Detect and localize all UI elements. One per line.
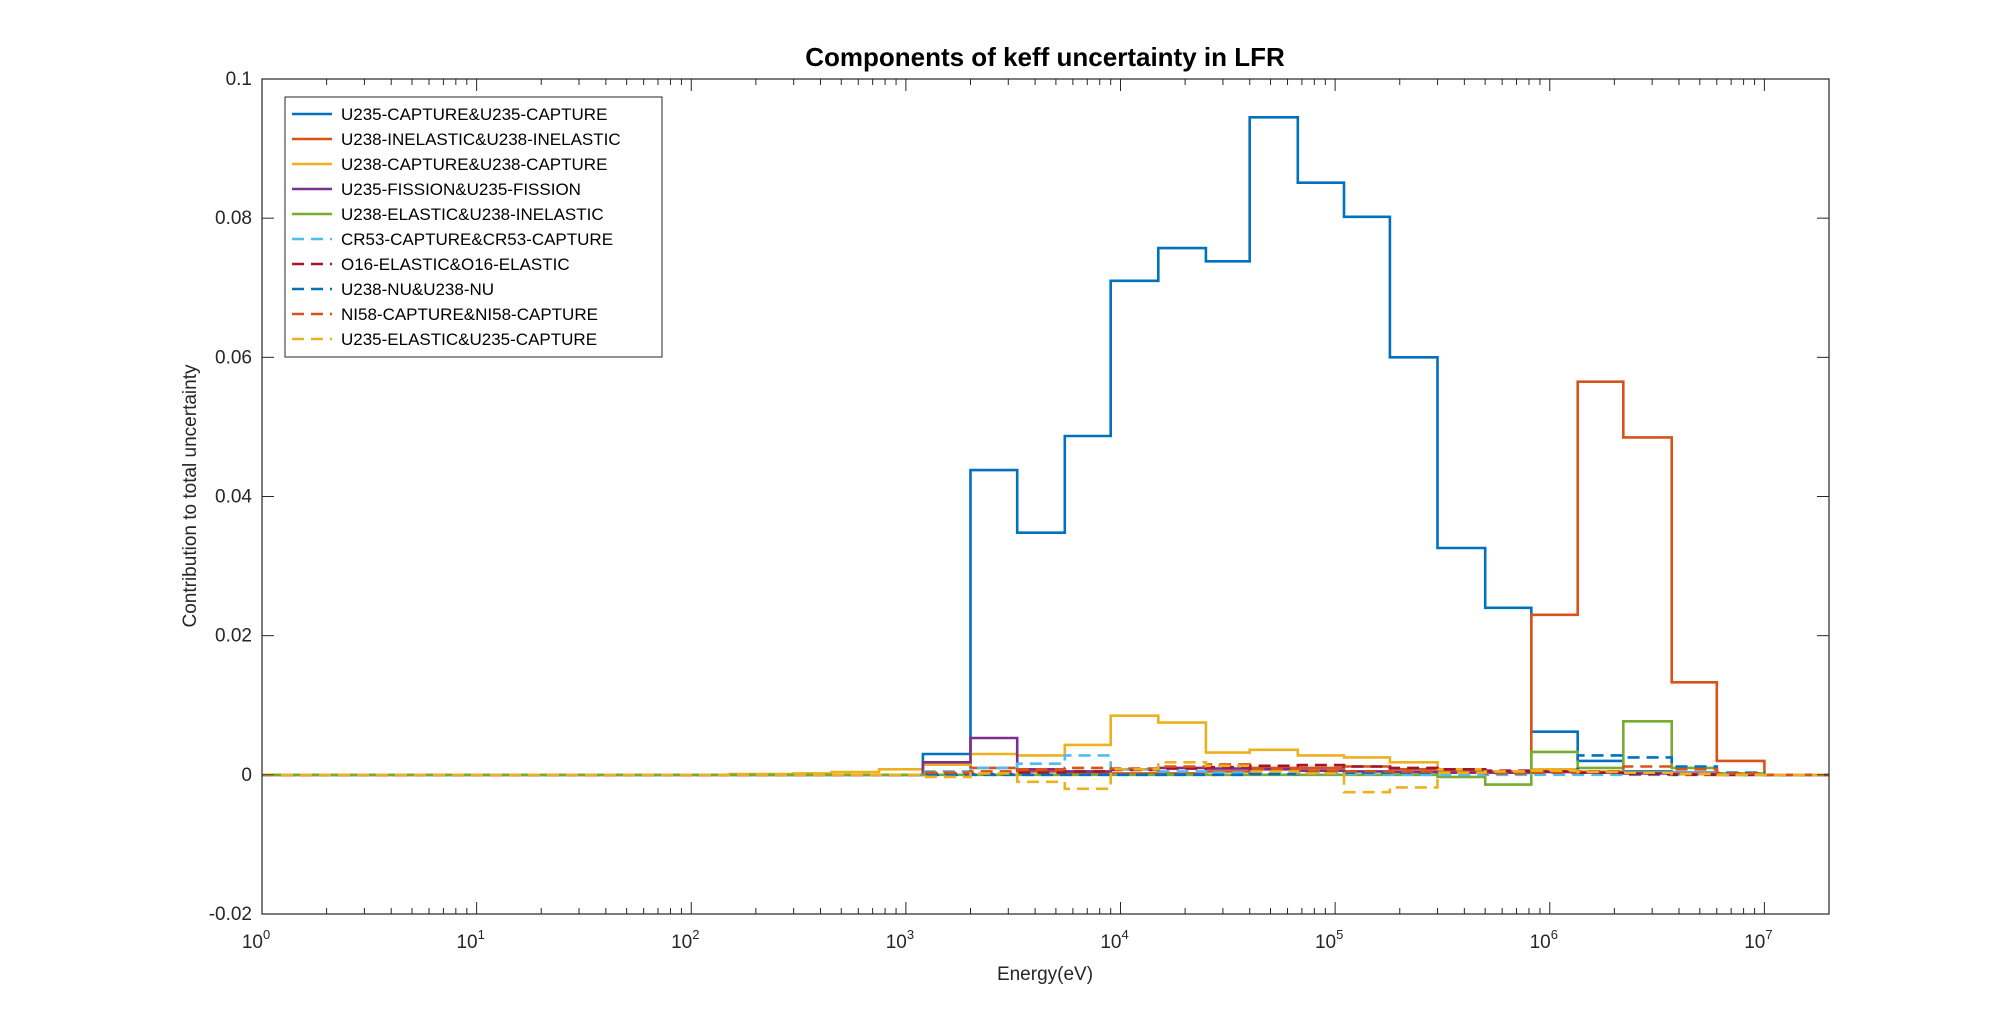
x-tick-label: 101 bbox=[456, 927, 484, 953]
legend-entry-label: U238-CAPTURE&U238-CAPTURE bbox=[341, 155, 607, 174]
legend-entry-label: U238-ELASTIC&U238-INELASTIC bbox=[341, 205, 604, 224]
x-tick-label: 102 bbox=[671, 927, 699, 953]
axes-layer: 100 101 102 103 104 105 106 107 -0.02 0 0.02 0.04 0.… bbox=[209, 69, 1830, 953]
x-tick-label: 103 bbox=[886, 927, 914, 953]
series-line-9 bbox=[262, 763, 1829, 777]
legend-entry-label: U238-INELASTIC&U238-INELASTIC bbox=[341, 130, 621, 149]
legend-entry-label: U235-CAPTURE&U235-CAPTURE bbox=[341, 105, 607, 124]
legend-box bbox=[284, 96, 663, 358]
chart-title: Components of keff uncertainty in LFR bbox=[805, 42, 1285, 72]
x-axis-label: Energy(eV) bbox=[997, 964, 1093, 985]
x-tick-label: 105 bbox=[1315, 927, 1343, 953]
x-tick-label: 106 bbox=[1530, 927, 1558, 953]
y-tick-label: 0.1 bbox=[226, 69, 252, 90]
series-layer bbox=[262, 116, 1829, 794]
y-tick-label: 0.06 bbox=[215, 347, 252, 368]
legend: U235-CAPTURE&U235-CAPTURE U238-INELASTIC&… bbox=[284, 96, 663, 358]
legend-entry-label: U235-ELASTIC&U235-CAPTURE bbox=[341, 330, 597, 349]
y-tick-label: 0.02 bbox=[215, 626, 252, 647]
y-tick-label: 0.04 bbox=[215, 487, 252, 508]
series-line-10 bbox=[262, 761, 1829, 794]
legend-entry-label: NI58-CAPTURE&NI58-CAPTURE bbox=[341, 305, 598, 324]
x-tick-label: 100 bbox=[242, 927, 270, 953]
legend-entry-label: O16-ELASTIC&O16-ELASTIC bbox=[341, 255, 570, 274]
legend-entry-label: CR53-CAPTURE&CR53-CAPTURE bbox=[341, 230, 613, 249]
y-tick-label: 0 bbox=[241, 765, 252, 786]
x-tick-label: 104 bbox=[1100, 927, 1128, 953]
x-tick-label: 107 bbox=[1744, 927, 1772, 953]
y-tick-label: -0.02 bbox=[209, 904, 252, 925]
y-tick-label: 0.08 bbox=[215, 208, 252, 229]
y-axis-label: Contribution to total uncertainty bbox=[180, 364, 201, 627]
legend-entry-label: U235-FISSION&U235-FISSION bbox=[341, 180, 581, 199]
legend-entry-label: U238-NU&U238-NU bbox=[341, 280, 494, 299]
